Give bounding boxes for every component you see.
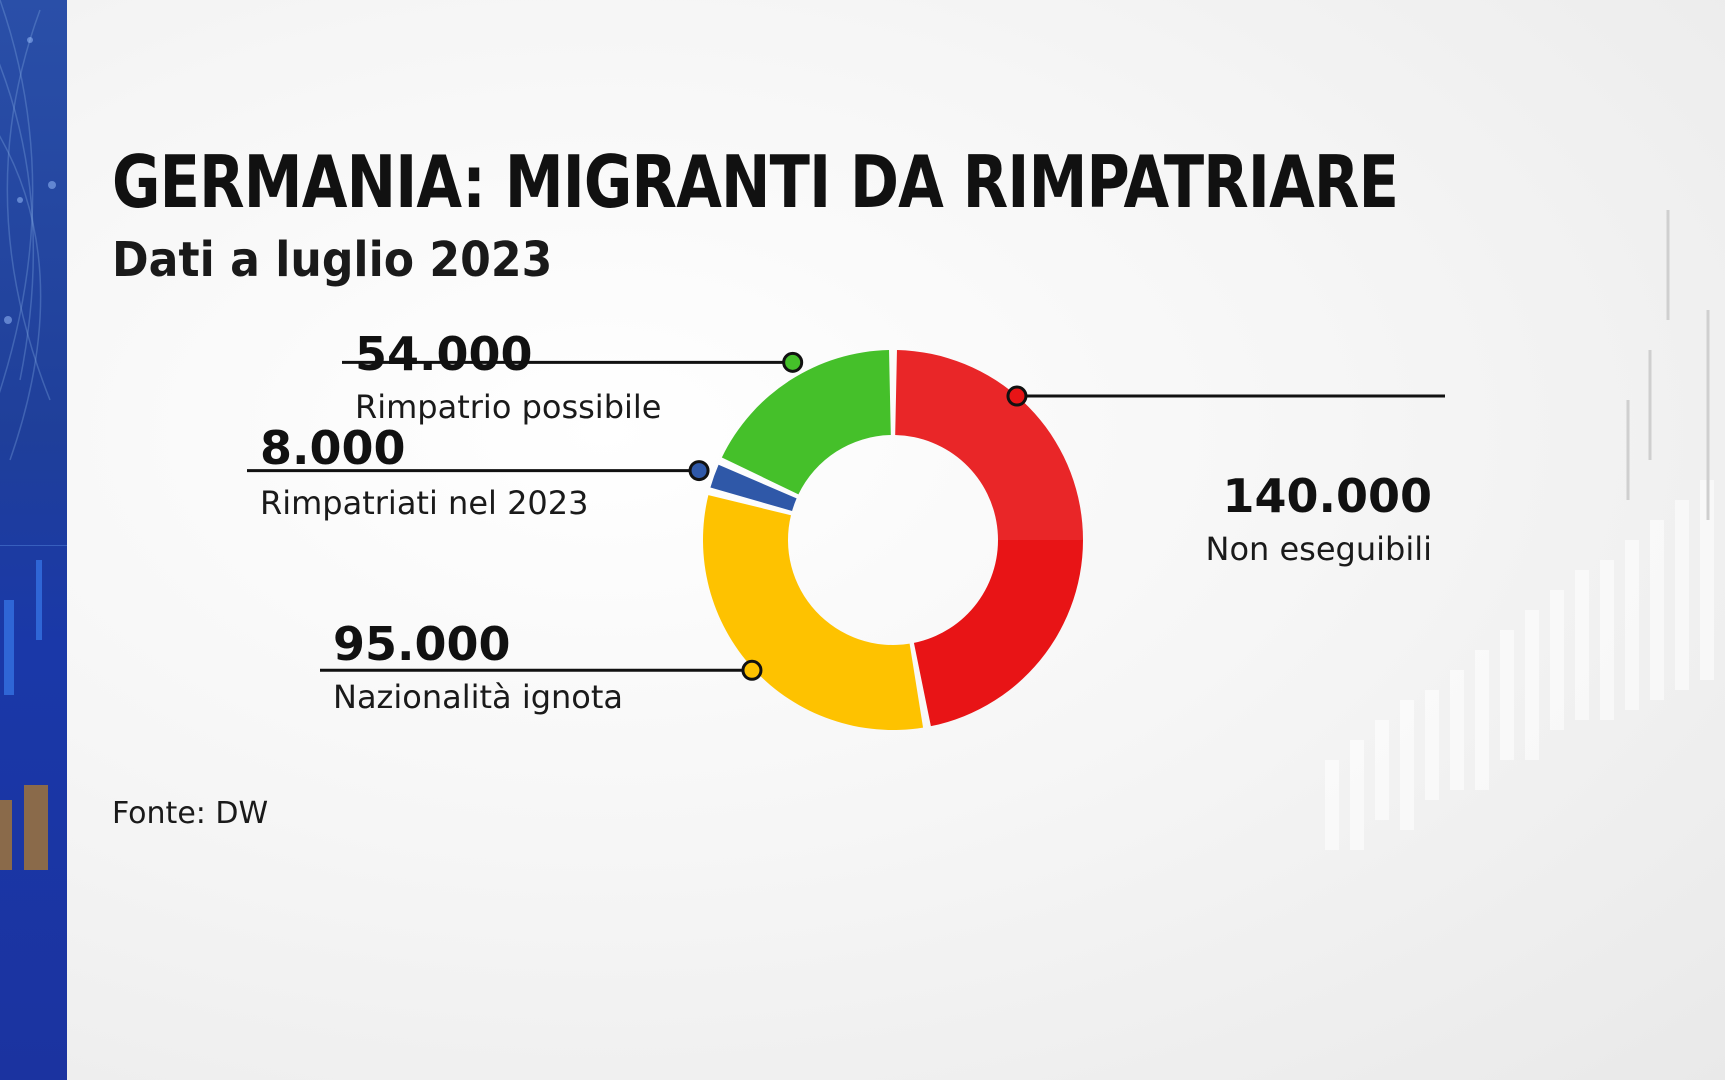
- donut-slice-nazionalita-ignota: [703, 495, 924, 731]
- category-label-non-eseguibili: Non eseguibili: [1206, 530, 1432, 568]
- category-label-rimpatrio-possibile: Rimpatrio possibile: [355, 388, 661, 426]
- category-label-nazionalita-ignota: Nazionalità ignota: [333, 678, 623, 716]
- slice-highlight: [895, 350, 1083, 540]
- donut-slice-rimpatrio-possibile: [721, 350, 891, 495]
- page-subtitle: Dati a luglio 2023: [112, 232, 553, 288]
- value-label-rimpatrio-possibile: 54.000: [355, 327, 533, 381]
- category-label-rimpatriati: Rimpatriati nel 2023: [260, 484, 589, 522]
- value-label-nazionalita-ignota: 95.000: [333, 617, 511, 671]
- donut-slice-non-eseguibili: [895, 350, 1084, 727]
- source-note: Fonte: DW: [112, 796, 269, 831]
- value-label-non-eseguibili: 140.000: [1222, 469, 1432, 523]
- page-title: GERMANIA: MIGRANTI DA RIMPATRIARE: [112, 140, 1399, 224]
- leader-dot-non-eseguibili: [1006, 385, 1028, 407]
- left-decorative-strip: [0, 0, 67, 1080]
- leader-dot-nazionalita-ignota: [741, 659, 763, 681]
- strip-decoration: [0, 0, 67, 870]
- leader-lines: [247, 351, 1445, 681]
- leader-dot-rimpatriati: [688, 460, 710, 482]
- background-decoration: [1325, 210, 1714, 850]
- donut-slice-rimpatriati: [710, 464, 797, 511]
- leader-dot-rimpatrio-possibile: [782, 351, 804, 373]
- value-label-rimpatriati: 8.000: [260, 421, 406, 475]
